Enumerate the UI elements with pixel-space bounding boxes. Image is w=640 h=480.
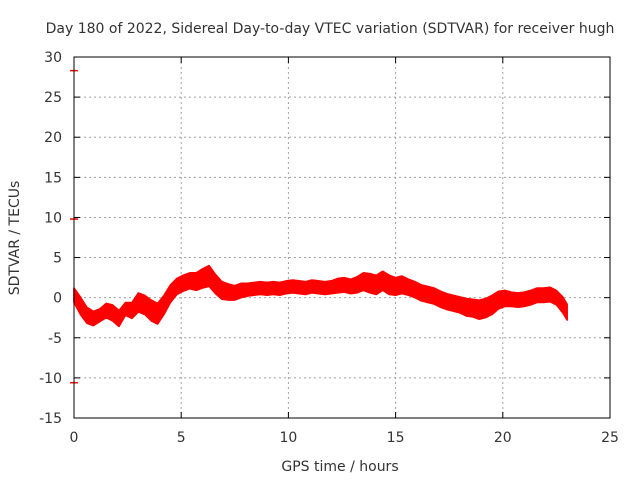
- y-tick-label: -5: [48, 331, 62, 347]
- y-tick-label: 15: [44, 170, 62, 186]
- y-tick-label: -10: [39, 371, 62, 387]
- x-tick-label: 10: [279, 430, 297, 446]
- chart-title: Day 180 of 2022, Sidereal Day-to-day VTE…: [46, 21, 615, 37]
- y-tick-label: -15: [39, 411, 62, 427]
- y-axis-label: SDTVAR / TECUs: [7, 181, 23, 296]
- y-tick-label: 30: [44, 50, 62, 66]
- data-series-sdtvar: [73, 264, 568, 328]
- x-tick-label: 15: [387, 430, 405, 446]
- x-tick-label: 20: [494, 430, 512, 446]
- x-axis-label: GPS time / hours: [281, 459, 398, 475]
- y-tick-label: 10: [44, 210, 62, 226]
- y-tick-label: 5: [53, 251, 62, 267]
- x-tick-label: 5: [177, 430, 186, 446]
- plot-frame: [73, 56, 611, 419]
- x-tick-label: 0: [70, 430, 79, 446]
- y-tick-label: 20: [44, 130, 62, 146]
- y-tick-label: 0: [53, 291, 62, 307]
- x-tick-label: 25: [601, 430, 619, 446]
- y-tick-label: 25: [44, 90, 62, 106]
